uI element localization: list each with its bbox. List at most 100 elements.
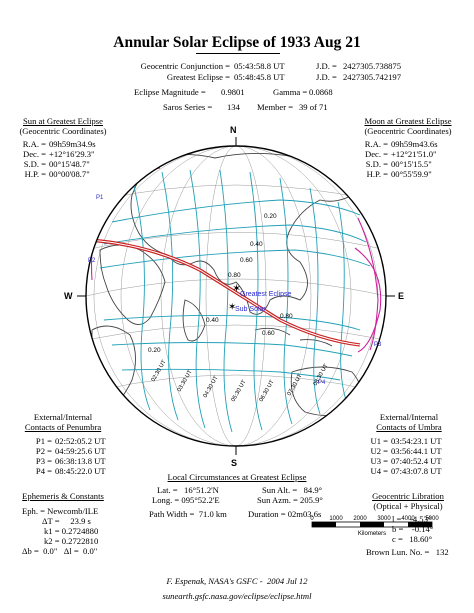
moon-ra-value: 09h59m43.6s [391, 139, 438, 149]
local-lat: Lat. = 16°51.2'N [157, 485, 219, 495]
meridian-line [160, 146, 312, 446]
local-duration: Duration = 02m03.6s [248, 509, 322, 519]
moon-dec-value: +12°21'51.0" [391, 149, 437, 159]
mag-label: 0.40 [206, 317, 219, 324]
u4-time-label: U4 = [370, 466, 389, 476]
gamma-value: 0.0868 [309, 87, 333, 97]
arabia-outline [99, 244, 166, 325]
libration-c: c = 18.60° [392, 534, 433, 544]
moon-subheader: (Geocentric Coordinates) [364, 126, 452, 136]
time-line [131, 177, 151, 411]
scale-label: Kilometers [358, 531, 386, 537]
umbra-header-2: Contacts of Umbra [376, 422, 442, 432]
ephemeris-eph: Eph. = Newcomb/ILE [22, 506, 99, 516]
scale-tick: 3000 [377, 516, 391, 522]
sub-solar-label: Sub Solar [235, 306, 266, 313]
greatest-jd-label: J.D. = [316, 72, 337, 82]
isoline [111, 199, 361, 223]
sun-dec-value: +12°16'29.3" [49, 149, 95, 159]
greatest-value: 05:48:45.8 UT [234, 72, 285, 82]
magnitude-labels: 0.20 0.40 0.60 0.80 0.20 0.40 0.60 0.80 [148, 213, 293, 354]
time-line [219, 169, 233, 433]
ephemeris-db-dl: Δb = 0.0" Δl = 0.0" [22, 546, 98, 556]
isoline [99, 249, 371, 269]
p4-time-label: P4 = [35, 466, 52, 476]
local-sun-alt: Sun Alt. = 84.9° [262, 485, 323, 495]
time-label: 03:30 UT [177, 369, 194, 393]
mag-label: 0.80 [280, 313, 293, 320]
islands-outline [254, 327, 333, 347]
time-line [161, 171, 179, 421]
mag-label: 0.20 [264, 213, 277, 220]
ephemeris-k2: k2 = 0.2722810 [44, 536, 99, 546]
brown-lunation: Brown Lun. No. = 132 [366, 547, 449, 557]
parallel-line [99, 184, 373, 201]
penumbra-header-1: External/Internal [33, 412, 93, 422]
moon-sd-label: S.D. = [365, 159, 388, 169]
u3-time-label: U3 = [370, 456, 389, 466]
sun-sd-value: 00°15'48.7" [49, 159, 90, 169]
compass-south: S [231, 458, 238, 468]
parallel-line [86, 232, 386, 251]
conjunction-jd-label: J.D. = [316, 61, 337, 71]
meridian-line [205, 146, 267, 446]
magnitude-label: Eclipse Magnitude = [134, 87, 206, 97]
africa-outline [91, 325, 136, 413]
ephemeris-dt: ΔT = 23.9 s [42, 516, 91, 526]
p1-time-label: P1 = [35, 436, 52, 446]
source-url[interactable]: sunearth.gsfc.nasa.gov/eclipse/eclipse.h… [162, 591, 312, 601]
saros-value: 134 [227, 102, 240, 112]
isoline [103, 314, 361, 331]
globe-outline [85, 145, 387, 447]
ephemeris-k1: k1 = 0.2724880 [44, 526, 99, 536]
local-sun-azm: Sun Azm. = 205.9° [257, 495, 323, 505]
p1-time-value: 02:52:05.2 UT [55, 436, 106, 446]
scale-tick: 4000 [401, 516, 415, 522]
title-rule [196, 53, 280, 54]
p2-time-label: P2 = [35, 446, 52, 456]
moon-dec-label: Dec. = [365, 149, 388, 159]
member-label: Member = [257, 102, 294, 112]
meridian-line [120, 146, 352, 446]
scale-segment [360, 522, 384, 527]
moon-header: Moon at Greatest Eclipse [364, 116, 452, 126]
time-label: 06:30 UT [259, 379, 276, 403]
p2-time-value: 04:59:25.6 UT [55, 446, 106, 456]
compass-east: E [398, 291, 405, 301]
libration-header: Geocentric Libration [372, 491, 444, 501]
sun-ra-label: R.A. = [22, 139, 46, 149]
magnitude-value: 0.9801 [221, 87, 245, 97]
greatest-eclipse-label: Greatest Eclipse [240, 291, 291, 298]
conjunction-jd: 2427305.738875 [343, 61, 402, 71]
eastern-limit [357, 217, 379, 351]
u3-time-value: 07:40:52.4 UT [391, 456, 442, 466]
moon-hp-value: 00°55'59.9" [391, 169, 432, 179]
scale-tick: 2000 [353, 516, 367, 522]
sun-hp-value: 00°00'08.7" [49, 169, 90, 179]
time-labels: 02:30 UT 03:30 UT 04:30 UT 05:30 UT 06:3… [151, 359, 330, 403]
limit-loop [354, 247, 382, 353]
mag-label: 0.60 [262, 330, 275, 337]
page-title: Annular Solar Eclipse of 1933 Aug 21 [113, 34, 361, 51]
libration-subheader: (Optical + Physical) [373, 501, 443, 511]
p4-label: P4 [318, 380, 326, 386]
u1-time-value: 03:54:23.1 UT [391, 436, 442, 446]
member-value: 39 of 71 [299, 102, 328, 112]
isoline [103, 224, 367, 245]
moon-hp-label: H.P. = [366, 169, 388, 179]
moon-ra-label: R.A. = [364, 139, 388, 149]
scale-segment [408, 522, 432, 527]
india-outline [182, 299, 206, 342]
conjunction-label: Geocentric Conjunction = [140, 61, 230, 71]
greatest-eclipse-star-glyph: ✶ [232, 283, 241, 295]
local-path-width: Path Width = 71.0 km [149, 509, 227, 519]
conjunction-value: 05:43:58.8 UT [234, 61, 285, 71]
scale-tick: 0 [310, 516, 314, 522]
sun-header: Sun at Greatest Eclipse [23, 116, 103, 126]
time-line [249, 171, 263, 431]
sun-sd-label: S.D. = [23, 159, 46, 169]
greatest-jd: 2427305.742197 [343, 72, 402, 82]
moon-sd-value: 00°15'15.5" [391, 159, 432, 169]
time-line [309, 187, 321, 415]
sun-dec-label: Dec. = [23, 149, 46, 159]
